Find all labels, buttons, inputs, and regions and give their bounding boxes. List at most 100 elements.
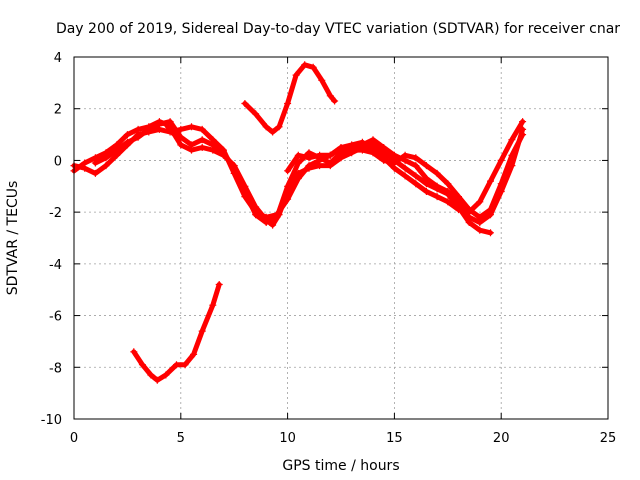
data-point [380,144,388,151]
data-point [444,188,452,195]
data-point [326,92,334,100]
data-point [209,141,217,149]
series-track-4 [130,281,223,384]
data-point [145,125,153,133]
data-point [284,167,292,175]
data-point [476,213,484,221]
data-point [519,131,527,139]
data-point [209,301,217,309]
data-point [294,151,302,159]
data-point [433,182,441,190]
data-point [422,188,430,195]
data-point [487,177,494,185]
y-tick-label: -10 [41,413,62,428]
y-tick-label: 4 [54,51,62,66]
chart-title: Day 200 of 2019, Sidereal Day-to-day VTE… [56,21,620,37]
data-point [318,76,326,84]
data-point [177,133,185,141]
y-tick-label: -6 [49,310,62,325]
data-point [444,198,452,206]
data-series [70,61,527,384]
data-point [181,361,189,369]
data-point [188,123,195,131]
data-point [401,164,409,172]
data-point [487,229,494,237]
data-point [252,211,260,219]
plot-frame [73,56,609,420]
data-point [390,151,398,159]
data-point [401,172,409,180]
data-point [444,180,452,188]
data-point [422,175,430,182]
series-track-3 [91,118,527,226]
data-point [326,151,334,159]
data-point [305,162,313,170]
data-point [166,128,174,136]
data-point [284,182,292,190]
data-point [134,133,142,141]
data-point [465,206,473,214]
y-tick-label: 2 [54,103,62,118]
data-point [153,376,161,384]
data-point [305,154,313,162]
data-point [81,164,89,172]
data-point [198,136,206,144]
data-point [422,162,430,170]
data-point [337,144,345,151]
data-point [412,162,420,170]
data-point [190,350,198,358]
data-point [301,61,309,69]
y-tick-label: 0 [54,154,62,169]
data-point [198,144,206,151]
data-point [166,118,174,126]
x-tick-label: 5 [177,431,185,446]
data-point [220,149,227,157]
x-tick-label: 15 [386,431,403,446]
data-point [294,175,302,182]
data-point [348,146,356,154]
data-point [269,128,277,136]
data-point [412,172,420,180]
y-tick-label: -4 [49,258,62,273]
data-point [91,169,99,177]
series-track-5 [241,61,339,136]
data-point [390,159,398,167]
data-point [155,120,163,128]
data-point [455,206,462,214]
data-point [241,188,249,195]
x-tick-label: 25 [600,431,617,446]
data-point [102,162,110,170]
data-point [326,159,334,167]
y-tick-label: -8 [49,361,62,376]
data-point [433,169,441,177]
data-point [412,154,420,162]
data-point [508,136,516,144]
data-point [102,154,110,162]
y-axis-label: SDTVAR / TECUs [5,181,21,296]
data-point [241,100,249,107]
data-point [412,180,420,188]
data-point [273,213,281,221]
data-point [465,213,473,221]
data-point [369,149,377,157]
data-point [130,348,138,356]
series-track-6 [284,131,527,221]
x-tick-label: 0 [70,431,78,446]
x-tick-label: 10 [279,431,296,446]
data-point [358,146,366,154]
data-point [309,63,317,71]
y-tick-label: -2 [49,206,62,221]
data-point [198,327,206,335]
data-point [519,118,527,126]
data-point [380,156,388,164]
data-point [292,71,300,79]
data-point [198,125,206,133]
data-point [316,151,324,159]
data-point [91,159,99,167]
data-point [497,180,505,188]
data-point [369,136,377,144]
data-point [269,221,277,229]
series-line [242,62,338,135]
data-point [508,151,516,159]
